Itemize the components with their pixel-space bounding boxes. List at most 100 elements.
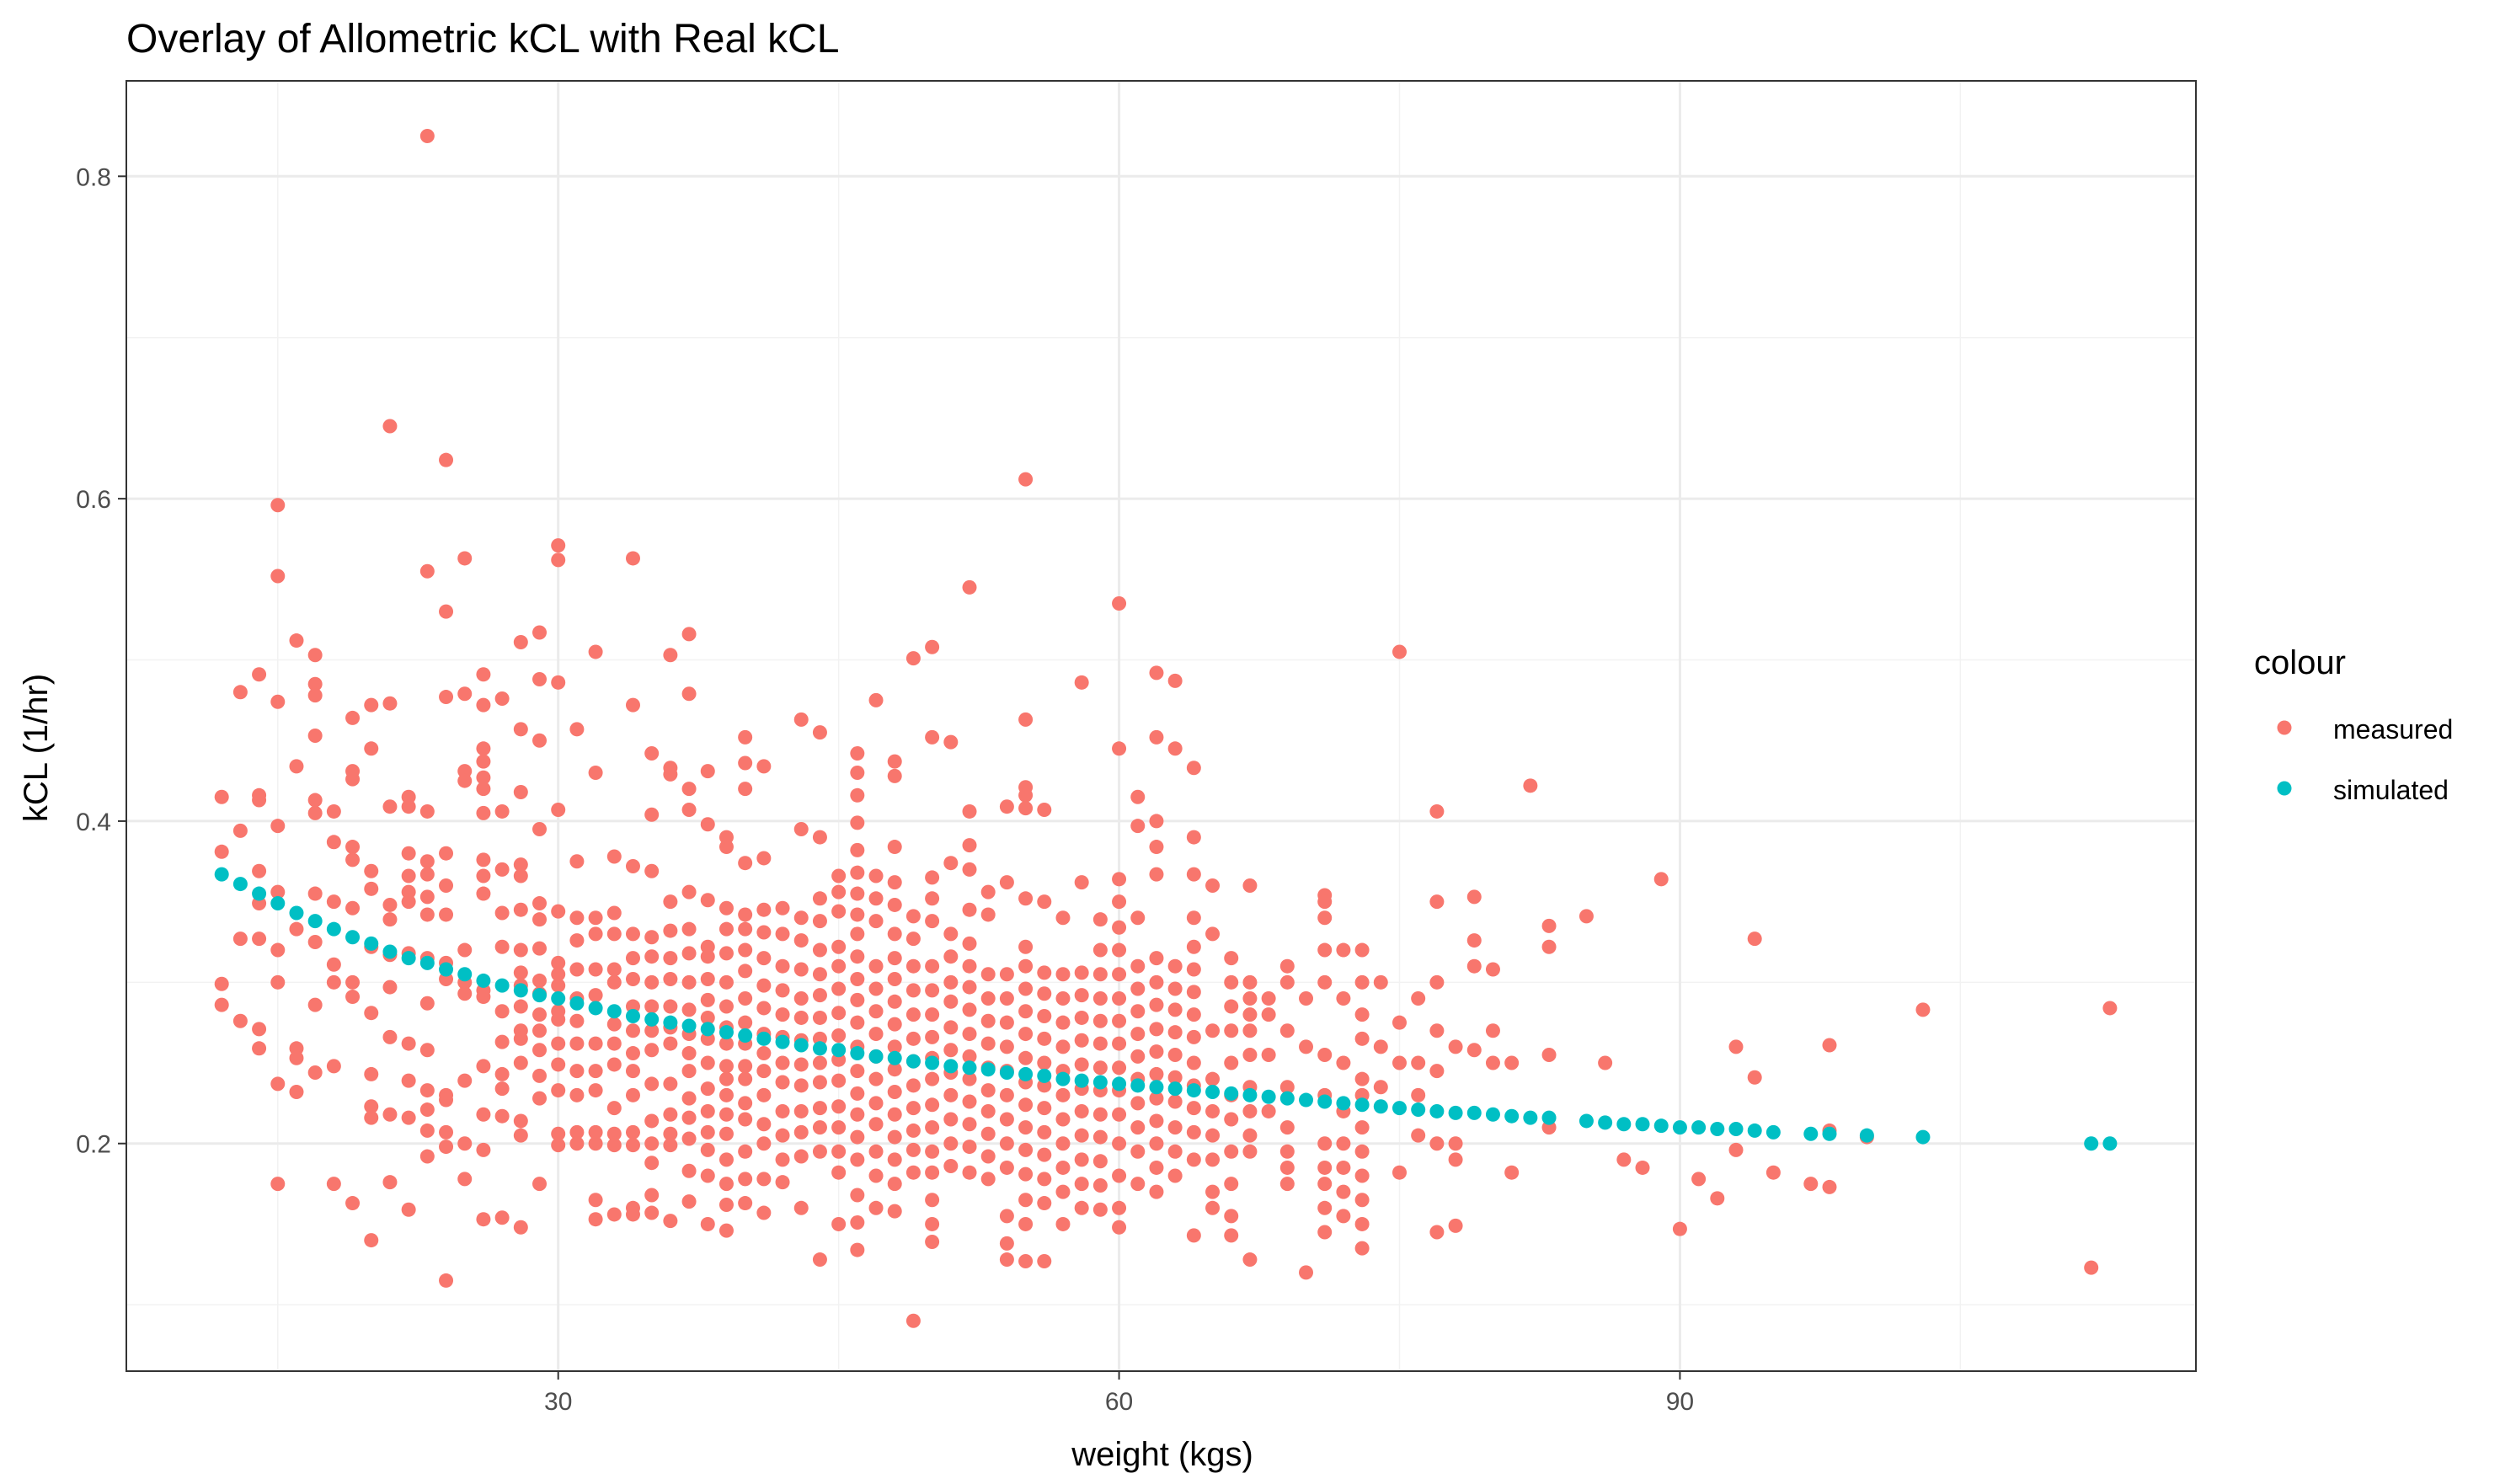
measured-point <box>1186 761 1201 776</box>
measured-point <box>738 1096 753 1111</box>
measured-point <box>887 768 902 783</box>
measured-point <box>1224 999 1239 1014</box>
measured-point <box>1149 1044 1164 1060</box>
measured-point <box>738 782 753 797</box>
measured-point <box>663 1076 678 1092</box>
measured-point <box>1149 1136 1164 1151</box>
measured-point <box>476 886 491 901</box>
measured-point <box>1018 891 1034 906</box>
measured-point <box>364 697 379 713</box>
measured-point <box>345 1196 361 1211</box>
measured-point <box>1429 1064 1445 1079</box>
measured-point <box>1317 1225 1333 1240</box>
measured-point <box>270 1076 286 1092</box>
simulated-point <box>681 1018 697 1033</box>
measured-point <box>270 942 286 958</box>
measured-point <box>1112 1036 1127 1051</box>
measured-point <box>1242 1103 1258 1118</box>
measured-point <box>812 1120 827 1135</box>
measured-point <box>962 1027 977 1042</box>
measured-point <box>401 799 416 814</box>
measured-point <box>644 807 660 822</box>
measured-point <box>1336 1055 1351 1070</box>
measured-point <box>775 1007 790 1022</box>
measured-point <box>606 905 622 921</box>
simulated-point <box>980 1062 996 1077</box>
measured-point <box>756 1205 772 1220</box>
measured-point <box>532 821 548 836</box>
simulated-point <box>382 944 398 959</box>
measured-point <box>513 1128 528 1143</box>
measured-point <box>812 1252 827 1268</box>
measured-point <box>214 997 229 1012</box>
measured-point <box>1242 1144 1258 1159</box>
measured-point <box>606 1138 622 1153</box>
simulated-point <box>1392 1101 1407 1116</box>
measured-point <box>1747 1070 1762 1085</box>
measured-point <box>252 1041 267 1056</box>
measured-point <box>1317 1047 1333 1062</box>
measured-point <box>850 766 865 781</box>
measured-point <box>476 990 491 1005</box>
simulated-point <box>775 1034 790 1049</box>
simulated-point <box>2102 1136 2118 1151</box>
measured-point <box>738 729 753 745</box>
simulated-point <box>1728 1122 1744 1137</box>
simulated-point <box>289 905 304 921</box>
measured-point <box>476 770 491 785</box>
measured-point <box>513 965 528 980</box>
measured-point <box>419 996 435 1011</box>
measured-point <box>476 1107 491 1122</box>
measured-point <box>700 893 715 908</box>
measured-point <box>214 844 229 859</box>
measured-point <box>1186 962 1201 977</box>
measured-point <box>588 1064 603 1079</box>
measured-point <box>887 1017 902 1032</box>
simulated-point <box>943 1059 959 1074</box>
measured-point <box>887 897 902 912</box>
measured-point <box>925 1029 940 1044</box>
measured-point <box>868 914 884 929</box>
measured-point <box>925 639 940 654</box>
measured-point <box>925 958 940 974</box>
measured-point <box>1279 1177 1295 1192</box>
simulated-point <box>551 990 566 1006</box>
measured-point <box>1205 926 1221 942</box>
measured-point <box>1055 1160 1071 1175</box>
measured-point <box>718 1223 734 1238</box>
measured-point <box>1822 1179 1837 1194</box>
measured-point <box>644 974 660 990</box>
measured-point <box>625 1064 640 1079</box>
measured-point <box>738 1015 753 1030</box>
measured-point <box>1018 1004 1034 1019</box>
measured-point <box>1429 1136 1445 1151</box>
measured-point <box>494 1210 510 1225</box>
simulated-point <box>1710 1122 1725 1137</box>
measured-point <box>289 633 304 649</box>
measured-point <box>700 992 715 1007</box>
measured-point <box>999 1209 1014 1224</box>
measured-point <box>307 728 323 743</box>
measured-point <box>1112 596 1127 611</box>
measured-point <box>999 1112 1014 1127</box>
measured-point <box>419 1043 435 1058</box>
measured-point <box>1354 1031 1370 1046</box>
measured-point <box>999 799 1014 814</box>
simulated-point <box>1653 1118 1669 1134</box>
measured-point <box>831 1144 847 1159</box>
measured-point <box>439 1124 454 1140</box>
measured-point <box>962 980 977 995</box>
measured-point <box>681 974 697 990</box>
measured-point <box>494 1066 510 1081</box>
measured-point <box>551 1083 566 1098</box>
measured-point <box>1504 1165 1520 1180</box>
measured-point <box>943 734 959 750</box>
measured-point <box>738 921 753 937</box>
measured-point <box>1112 1060 1127 1076</box>
measured-point <box>532 733 548 748</box>
measured-point <box>401 846 416 861</box>
simulated-point <box>962 1060 977 1076</box>
simulated-point <box>1130 1078 1146 1093</box>
measured-point <box>551 1057 566 1072</box>
measured-point <box>457 1073 473 1088</box>
